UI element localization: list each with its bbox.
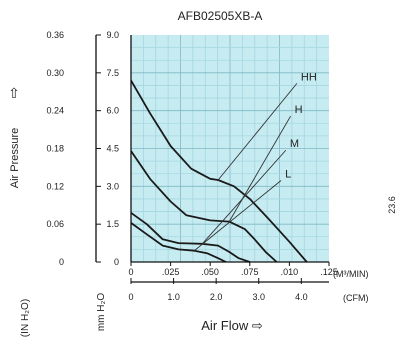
axes	[95, 34, 330, 284]
x-tick-label-cfm: 2.0	[210, 292, 223, 302]
y-tick-label-in: 0.12	[46, 181, 64, 191]
y-axis-label: Air Pressure	[9, 128, 21, 189]
y-axis-arrow: ⇧	[8, 85, 20, 101]
x-tick-label-cfm: 0	[128, 292, 133, 302]
x-tick-label-cfm: 1.0	[167, 292, 180, 302]
x-unit-m3min: (M³/MIN)	[333, 269, 369, 279]
y-tick-label-in: 0.18	[46, 144, 64, 154]
chart-title: AFB02505XB-A	[178, 9, 263, 23]
x-tick-label-cfm: 4.0	[295, 292, 308, 302]
x-tick-label-m3min: .025	[162, 267, 180, 277]
series-label-l: L	[285, 169, 291, 181]
y-unit-mmh2o: mm H₂O	[96, 293, 107, 332]
y-tick-labels-mm: 0 1.5 3.0 4.5 6.0 7.5 9.0	[106, 30, 119, 267]
x-unit-cfm: (CFM)	[343, 293, 369, 303]
leader-line-h	[228, 115, 291, 222]
y-tick-label-mm: 0	[114, 257, 119, 267]
y-tick-labels-in: 0 0.06 0.12 0.18 0.24 0.30 0.36	[46, 30, 64, 267]
series-label-h: H	[295, 104, 303, 116]
x-tick-label-m3min: 0	[128, 267, 133, 277]
x-tick-labels-m3min: 0 .025 .050 .075 .010 .125	[128, 267, 337, 277]
y-unit-inh2o: (IN H₂O)	[20, 299, 31, 337]
y-tick-label-mm: 6.0	[106, 106, 119, 116]
x-tick-label-m3min: .010	[281, 267, 299, 277]
leader-line-hh	[217, 83, 298, 181]
series-line-l	[130, 222, 227, 263]
y-tick-label-mm: 4.5	[106, 144, 119, 154]
y-tick-label-in: 0.24	[46, 106, 64, 116]
y-tick-label-mm: 1.5	[106, 219, 119, 229]
y-tick-label-in: 0	[59, 257, 64, 267]
series-label-leaders	[194, 83, 298, 251]
x-tick-label-m3min: .050	[201, 267, 219, 277]
side-annotation: 23.6	[387, 196, 397, 214]
series-label-m: M	[290, 138, 299, 150]
x-tick-labels-cfm: 0 1.0 2.0 3.0 4.0	[128, 292, 307, 302]
grid-lines	[131, 35, 329, 262]
x-axis-label: Air Flow ⇨	[201, 318, 263, 333]
y-tick-label-in: 0.06	[46, 219, 64, 229]
x-tick-label-m3min: .075	[241, 267, 259, 277]
x-tick-label-cfm: 3.0	[252, 292, 265, 302]
y-tick-label-in: 0.36	[46, 30, 64, 40]
series-line-h	[130, 150, 278, 263]
series-label-hh: HH	[301, 71, 317, 83]
y-tick-label-mm: 9.0	[106, 30, 119, 40]
y-tick-label-in: 0.30	[46, 68, 64, 78]
leader-line-m	[201, 149, 287, 245]
y-tick-label-mm: 7.5	[106, 68, 119, 78]
leader-line-l	[194, 180, 282, 251]
y-tick-label-mm: 3.0	[106, 181, 119, 191]
x-tick-label-m3min: .125	[320, 267, 338, 277]
